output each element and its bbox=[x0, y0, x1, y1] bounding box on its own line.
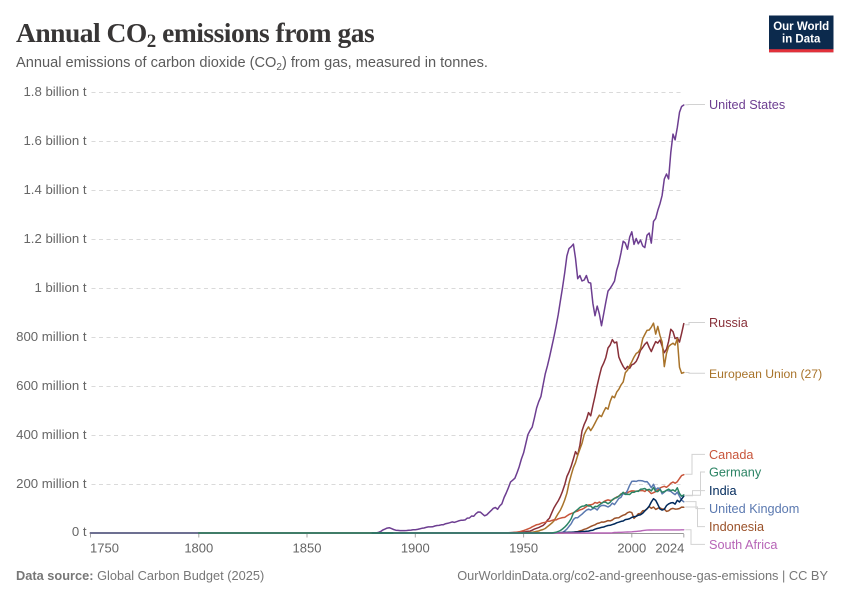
svg-text:1 billion t: 1 billion t bbox=[34, 280, 86, 295]
svg-text:Annual emissions of carbon dio: Annual emissions of carbon dioxide (CO2)… bbox=[16, 55, 488, 73]
svg-text:2000: 2000 bbox=[617, 540, 646, 555]
svg-text:Indonesia: Indonesia bbox=[709, 520, 765, 534]
svg-text:1.6 billion t: 1.6 billion t bbox=[23, 133, 86, 148]
svg-text:in Data: in Data bbox=[782, 33, 821, 45]
svg-text:1850: 1850 bbox=[293, 540, 322, 555]
svg-text:Our World: Our World bbox=[773, 21, 829, 33]
svg-text:United Kingdom: United Kingdom bbox=[709, 502, 799, 516]
svg-text:Germany: Germany bbox=[709, 466, 762, 480]
svg-text:Canada: Canada bbox=[709, 448, 754, 462]
svg-text:1950: 1950 bbox=[509, 540, 538, 555]
svg-text:Annual CO2 emissions from gas: Annual CO2 emissions from gas bbox=[16, 17, 375, 52]
svg-text:1.4 billion t: 1.4 billion t bbox=[23, 182, 86, 197]
svg-text:Data source: Global Carbon Bud: Data source: Global Carbon Budget (2025) bbox=[16, 568, 264, 583]
svg-text:United States: United States bbox=[709, 98, 785, 112]
svg-text:European Union (27): European Union (27) bbox=[709, 367, 822, 381]
svg-text:India: India bbox=[709, 484, 737, 498]
svg-text:OurWorldinData.org/co2-and-gre: OurWorldinData.org/co2-and-greenhouse-ga… bbox=[457, 568, 828, 583]
svg-text:1800: 1800 bbox=[184, 540, 213, 555]
svg-text:Russia: Russia bbox=[709, 316, 749, 330]
svg-text:1.2 billion t: 1.2 billion t bbox=[23, 231, 86, 246]
svg-text:400 million t: 400 million t bbox=[16, 427, 87, 442]
svg-text:1750: 1750 bbox=[90, 540, 119, 555]
svg-text:South Africa: South Africa bbox=[709, 538, 778, 552]
svg-text:2024: 2024 bbox=[655, 540, 684, 555]
svg-text:200 million t: 200 million t bbox=[16, 476, 87, 491]
svg-text:600 million t: 600 million t bbox=[16, 378, 87, 393]
svg-text:0 t: 0 t bbox=[72, 524, 87, 539]
svg-text:1.8 billion t: 1.8 billion t bbox=[23, 84, 86, 99]
svg-text:800 million t: 800 million t bbox=[16, 329, 87, 344]
svg-text:1900: 1900 bbox=[401, 540, 430, 555]
